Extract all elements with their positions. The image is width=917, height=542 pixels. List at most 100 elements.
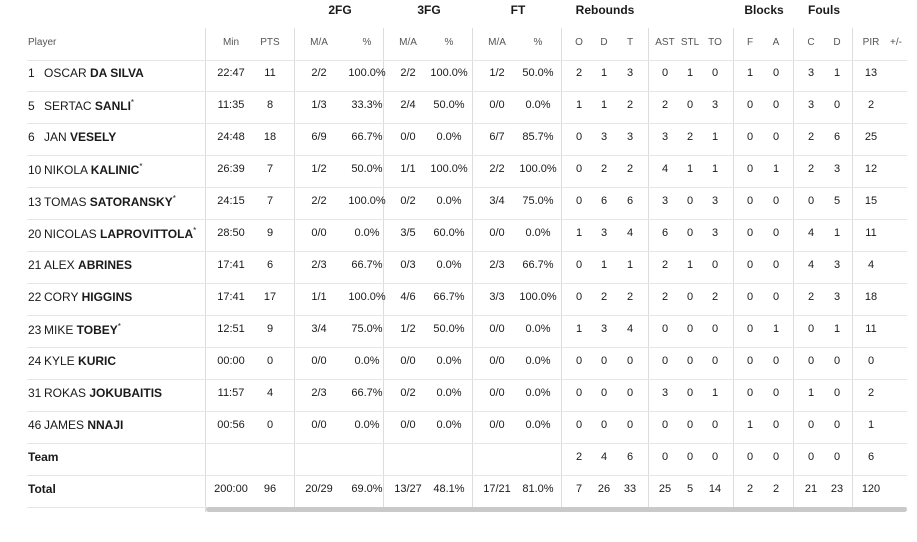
group-header: Blocks	[744, 3, 784, 17]
player-first-name: OSCAR	[44, 66, 91, 80]
player-name[interactable]: 13 TOMAS SATORANSKY*	[28, 194, 176, 209]
stat-cell: 17:41	[217, 259, 245, 271]
player-name[interactable]: 23 MIKE TOBEY*	[28, 322, 121, 337]
player-number: 10	[28, 163, 42, 177]
stat-cell: 0	[746, 355, 754, 367]
player-name[interactable]: 21 ALEX ABRINES	[28, 258, 132, 272]
stat-cell: 1	[686, 67, 694, 79]
stat-cell: 0.0%	[525, 387, 551, 399]
player-first-name: NIKOLA	[44, 163, 91, 177]
stat-cell: 0	[575, 291, 583, 303]
stat-cell: 11	[264, 67, 276, 79]
row-divider	[27, 475, 907, 476]
stat-cell: 66.7%	[351, 259, 383, 271]
stat-cell: 2	[711, 291, 719, 303]
starter-mark: *	[130, 98, 135, 107]
stat-cell: 0	[807, 323, 815, 335]
stat-cell: 17:41	[217, 291, 245, 303]
stat-cell: 48.1%	[433, 483, 465, 495]
stat-cell: 0	[575, 259, 583, 271]
stat-cell: 0	[833, 99, 841, 111]
stat-cell: 2	[575, 67, 583, 79]
stat-cell: 3	[807, 99, 815, 111]
player-number: 31	[28, 386, 42, 400]
row-divider	[27, 347, 907, 348]
stat-cell: 0	[772, 227, 780, 239]
stat-cell: 5	[686, 483, 694, 495]
stat-cell: 11:35	[217, 99, 245, 111]
stat-cell: 3	[600, 227, 608, 239]
player-name[interactable]: 22 CORY HIGGINS	[28, 290, 132, 304]
stat-cell: 2/3	[311, 259, 327, 271]
stat-cell: 6	[266, 259, 274, 271]
stat-cell: 5	[833, 195, 841, 207]
player-number: 1	[28, 66, 35, 80]
player-name[interactable]: 46 JAMES NNAJI	[28, 418, 123, 432]
stat-cell: 0	[772, 195, 780, 207]
player-name[interactable]: 10 NIKOLA KALINIC*	[28, 162, 142, 177]
stat-cell: 81.0%	[522, 483, 554, 495]
column-divider	[852, 28, 853, 512]
stat-cell: 4	[867, 259, 875, 271]
player-last-name: LAPROVITTOLA	[100, 227, 194, 241]
stat-cell: 0	[746, 163, 754, 175]
stat-cell: 0	[746, 195, 754, 207]
stat-cell: 1/2	[400, 323, 416, 335]
stat-cell: 0.0%	[525, 227, 551, 239]
player-first-name: ROKAS	[44, 386, 90, 400]
player-name[interactable]: 5 SERTAC SANLI*	[28, 98, 134, 113]
stat-cell: 3/5	[400, 227, 416, 239]
stat-cell: 0	[661, 323, 669, 335]
player-name[interactable]: 1 OSCAR DA SILVA	[28, 66, 144, 80]
stat-cell: 0	[867, 355, 875, 367]
stat-cell: 60.0%	[433, 227, 465, 239]
player-name[interactable]: 31 ROKAS JOKUBAITIS	[28, 386, 162, 400]
stat-cell: 0.0%	[436, 419, 462, 431]
team-row-label: Team	[28, 450, 59, 464]
row-divider	[27, 155, 907, 156]
row-divider	[27, 60, 907, 61]
stat-cell: 25	[658, 483, 672, 495]
stat-cell: 28:50	[217, 227, 245, 239]
stat-cell: 0	[833, 355, 841, 367]
stat-cell: 1	[867, 419, 875, 431]
stat-cell: 0	[661, 419, 669, 431]
stat-cell: 3/4	[489, 195, 505, 207]
player-last-name: DA SILVA	[90, 66, 144, 80]
stat-cell: 75.0%	[351, 323, 383, 335]
player-name[interactable]: 24 KYLE KURIC	[28, 354, 116, 368]
stat-cell: 2	[867, 99, 875, 111]
group-header: Fouls	[808, 3, 840, 17]
stat-cell: 2/3	[311, 387, 327, 399]
stat-cell: 6	[626, 451, 634, 463]
stat-cell: 1	[711, 387, 719, 399]
stat-cell: 33.3%	[351, 99, 383, 111]
stat-cell: 4	[266, 387, 274, 399]
stat-cell: 1/2	[311, 163, 327, 175]
stat-cell: 0/0	[489, 227, 505, 239]
stat-cell: 6/7	[489, 131, 505, 143]
stat-cell: 3	[833, 259, 841, 271]
horizontal-scrollbar[interactable]	[206, 507, 907, 512]
stat-cell: 13/27	[394, 483, 422, 495]
stat-cell: 0.0%	[436, 259, 462, 271]
stat-cell: 0	[686, 387, 694, 399]
stat-cell: 0	[575, 163, 583, 175]
starter-mark: *	[193, 226, 197, 235]
column-header: A	[772, 37, 780, 48]
stat-cell: 21	[804, 483, 818, 495]
stat-cell: 1	[600, 99, 608, 111]
player-first-name: KYLE	[44, 354, 79, 368]
stat-cell: 0	[772, 387, 780, 399]
player-number: 23	[28, 323, 42, 337]
stat-cell: 0	[807, 451, 815, 463]
player-first-name: SERTAC	[44, 99, 95, 113]
column-divider	[205, 28, 206, 512]
player-name[interactable]: 20 NICOLAS LAPROVITTOLA*	[28, 226, 196, 241]
stat-cell: 2	[661, 259, 669, 271]
stat-cell: 0	[266, 419, 274, 431]
player-name[interactable]: 6 JAN VESELY	[28, 130, 116, 144]
group-header: FT	[510, 3, 526, 17]
stat-cell: 0	[772, 67, 780, 79]
player-last-name: NNAJI	[87, 418, 124, 432]
